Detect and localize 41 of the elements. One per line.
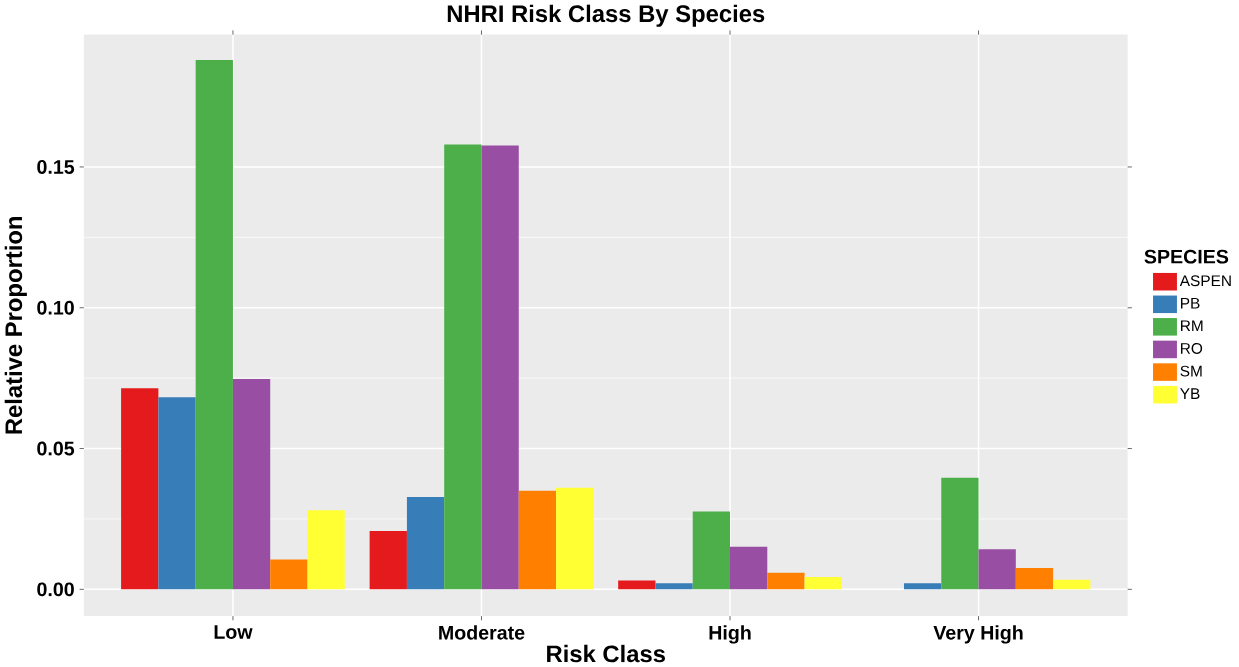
bar	[518, 490, 557, 590]
y-axis-title: Relative Proportion	[4, 217, 27, 434]
bar	[481, 145, 519, 590]
bar	[978, 549, 1016, 590]
bar	[307, 510, 345, 590]
x-tick-label: Very High	[933, 625, 1023, 644]
legend-label: YB	[1180, 388, 1200, 399]
bar	[444, 144, 482, 590]
y-tick-label: 0.10	[37, 300, 74, 315]
legend-label: ASPEN	[1179, 275, 1231, 287]
bar	[804, 576, 842, 590]
bar	[692, 511, 731, 590]
y-tick-label: 0.00	[37, 582, 74, 597]
bar	[158, 397, 196, 590]
bar	[1015, 567, 1054, 590]
bar	[730, 546, 768, 590]
legend-label: RO	[1181, 343, 1203, 354]
chart-title: NHRI Risk Class By Species	[447, 4, 765, 27]
bar	[121, 388, 159, 590]
legend-label: SM	[1180, 365, 1202, 377]
legend-title: SPECIES	[1144, 249, 1229, 264]
legend-label: PB	[1181, 297, 1200, 309]
bar	[655, 583, 693, 590]
bar	[556, 487, 594, 590]
x-axis-title: Risk Class	[547, 644, 665, 663]
bar	[767, 572, 805, 590]
legend-label: RM	[1181, 320, 1203, 332]
bar	[270, 559, 308, 590]
bar	[941, 477, 979, 590]
x-tick-label: Low	[214, 625, 253, 639]
bar	[406, 496, 445, 590]
bar	[1053, 579, 1091, 590]
x-tick-label: High	[709, 625, 751, 644]
y-tick-label: 0.05	[37, 441, 75, 456]
bar	[903, 583, 942, 590]
bar	[369, 531, 407, 590]
bar	[232, 378, 271, 590]
x-tick-label: Moderate	[439, 625, 525, 640]
bar	[618, 580, 656, 590]
bar	[195, 59, 233, 590]
y-tick-label: 0.15	[37, 160, 75, 174]
